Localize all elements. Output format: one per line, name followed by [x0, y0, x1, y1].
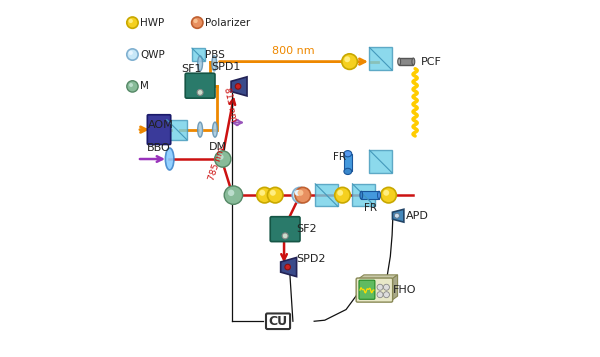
Circle shape [285, 264, 290, 270]
Polygon shape [281, 257, 296, 277]
Polygon shape [344, 154, 352, 171]
Text: FR: FR [364, 202, 377, 212]
Circle shape [259, 190, 265, 196]
Polygon shape [391, 275, 398, 301]
Polygon shape [361, 191, 379, 199]
Ellipse shape [212, 122, 217, 137]
Circle shape [235, 84, 241, 89]
Ellipse shape [344, 151, 352, 157]
FancyBboxPatch shape [356, 278, 392, 302]
Circle shape [127, 49, 138, 60]
Circle shape [337, 190, 343, 196]
Text: AOM: AOM [148, 120, 174, 130]
Text: PBS: PBS [205, 50, 225, 60]
Ellipse shape [344, 168, 352, 175]
Circle shape [292, 187, 308, 203]
Circle shape [377, 284, 383, 290]
Polygon shape [392, 209, 404, 222]
Circle shape [193, 19, 198, 23]
Polygon shape [192, 48, 205, 61]
Circle shape [197, 90, 203, 95]
Circle shape [191, 17, 203, 28]
Circle shape [257, 187, 272, 203]
Text: 815 nm: 815 nm [222, 86, 238, 122]
FancyBboxPatch shape [270, 217, 300, 242]
Polygon shape [315, 184, 338, 206]
Text: Polarizer: Polarizer [205, 17, 250, 27]
Circle shape [128, 51, 133, 55]
Circle shape [394, 213, 400, 218]
Polygon shape [370, 47, 392, 70]
Text: DM: DM [209, 142, 227, 152]
FancyBboxPatch shape [359, 280, 375, 299]
Text: FR: FR [333, 152, 346, 162]
Text: FHO: FHO [393, 285, 416, 295]
FancyBboxPatch shape [185, 73, 215, 98]
Text: SF1: SF1 [181, 64, 202, 74]
Text: SF2: SF2 [296, 224, 317, 234]
Circle shape [383, 292, 389, 298]
Circle shape [270, 190, 276, 196]
Ellipse shape [197, 122, 203, 137]
Circle shape [344, 56, 350, 62]
Circle shape [295, 190, 301, 196]
Polygon shape [370, 150, 392, 173]
Polygon shape [167, 120, 187, 140]
Circle shape [127, 17, 138, 28]
Circle shape [127, 81, 138, 92]
Polygon shape [352, 184, 375, 206]
Text: HWP: HWP [140, 17, 164, 27]
Circle shape [129, 83, 133, 87]
Text: PCF: PCF [421, 57, 442, 67]
Ellipse shape [197, 56, 203, 71]
Circle shape [224, 186, 242, 204]
Circle shape [215, 151, 231, 167]
Text: SPD2: SPD2 [296, 254, 326, 264]
Text: APD: APD [406, 211, 429, 221]
Ellipse shape [166, 148, 174, 170]
Polygon shape [399, 58, 413, 65]
Text: 800 nm: 800 nm [272, 46, 314, 56]
Ellipse shape [212, 56, 217, 71]
Polygon shape [358, 275, 398, 280]
Text: M: M [140, 81, 149, 91]
Circle shape [295, 187, 311, 203]
Circle shape [282, 233, 288, 239]
Circle shape [228, 190, 235, 196]
Circle shape [383, 190, 389, 196]
Circle shape [383, 284, 389, 290]
Circle shape [342, 54, 358, 69]
Text: SPD1: SPD1 [211, 62, 241, 72]
Circle shape [218, 154, 224, 160]
Circle shape [377, 292, 383, 298]
FancyBboxPatch shape [148, 115, 171, 145]
Ellipse shape [377, 191, 380, 199]
Ellipse shape [360, 191, 362, 199]
Polygon shape [231, 77, 247, 96]
Circle shape [335, 187, 350, 203]
Text: 785 nm: 785 nm [207, 146, 226, 182]
Ellipse shape [412, 58, 415, 65]
Circle shape [268, 187, 283, 203]
Text: CU: CU [268, 315, 287, 328]
FancyBboxPatch shape [266, 313, 290, 329]
Text: BBO: BBO [146, 143, 170, 153]
Text: QWP: QWP [140, 50, 165, 60]
Ellipse shape [398, 58, 401, 65]
Circle shape [381, 187, 397, 203]
Circle shape [298, 190, 304, 196]
Circle shape [128, 19, 133, 23]
